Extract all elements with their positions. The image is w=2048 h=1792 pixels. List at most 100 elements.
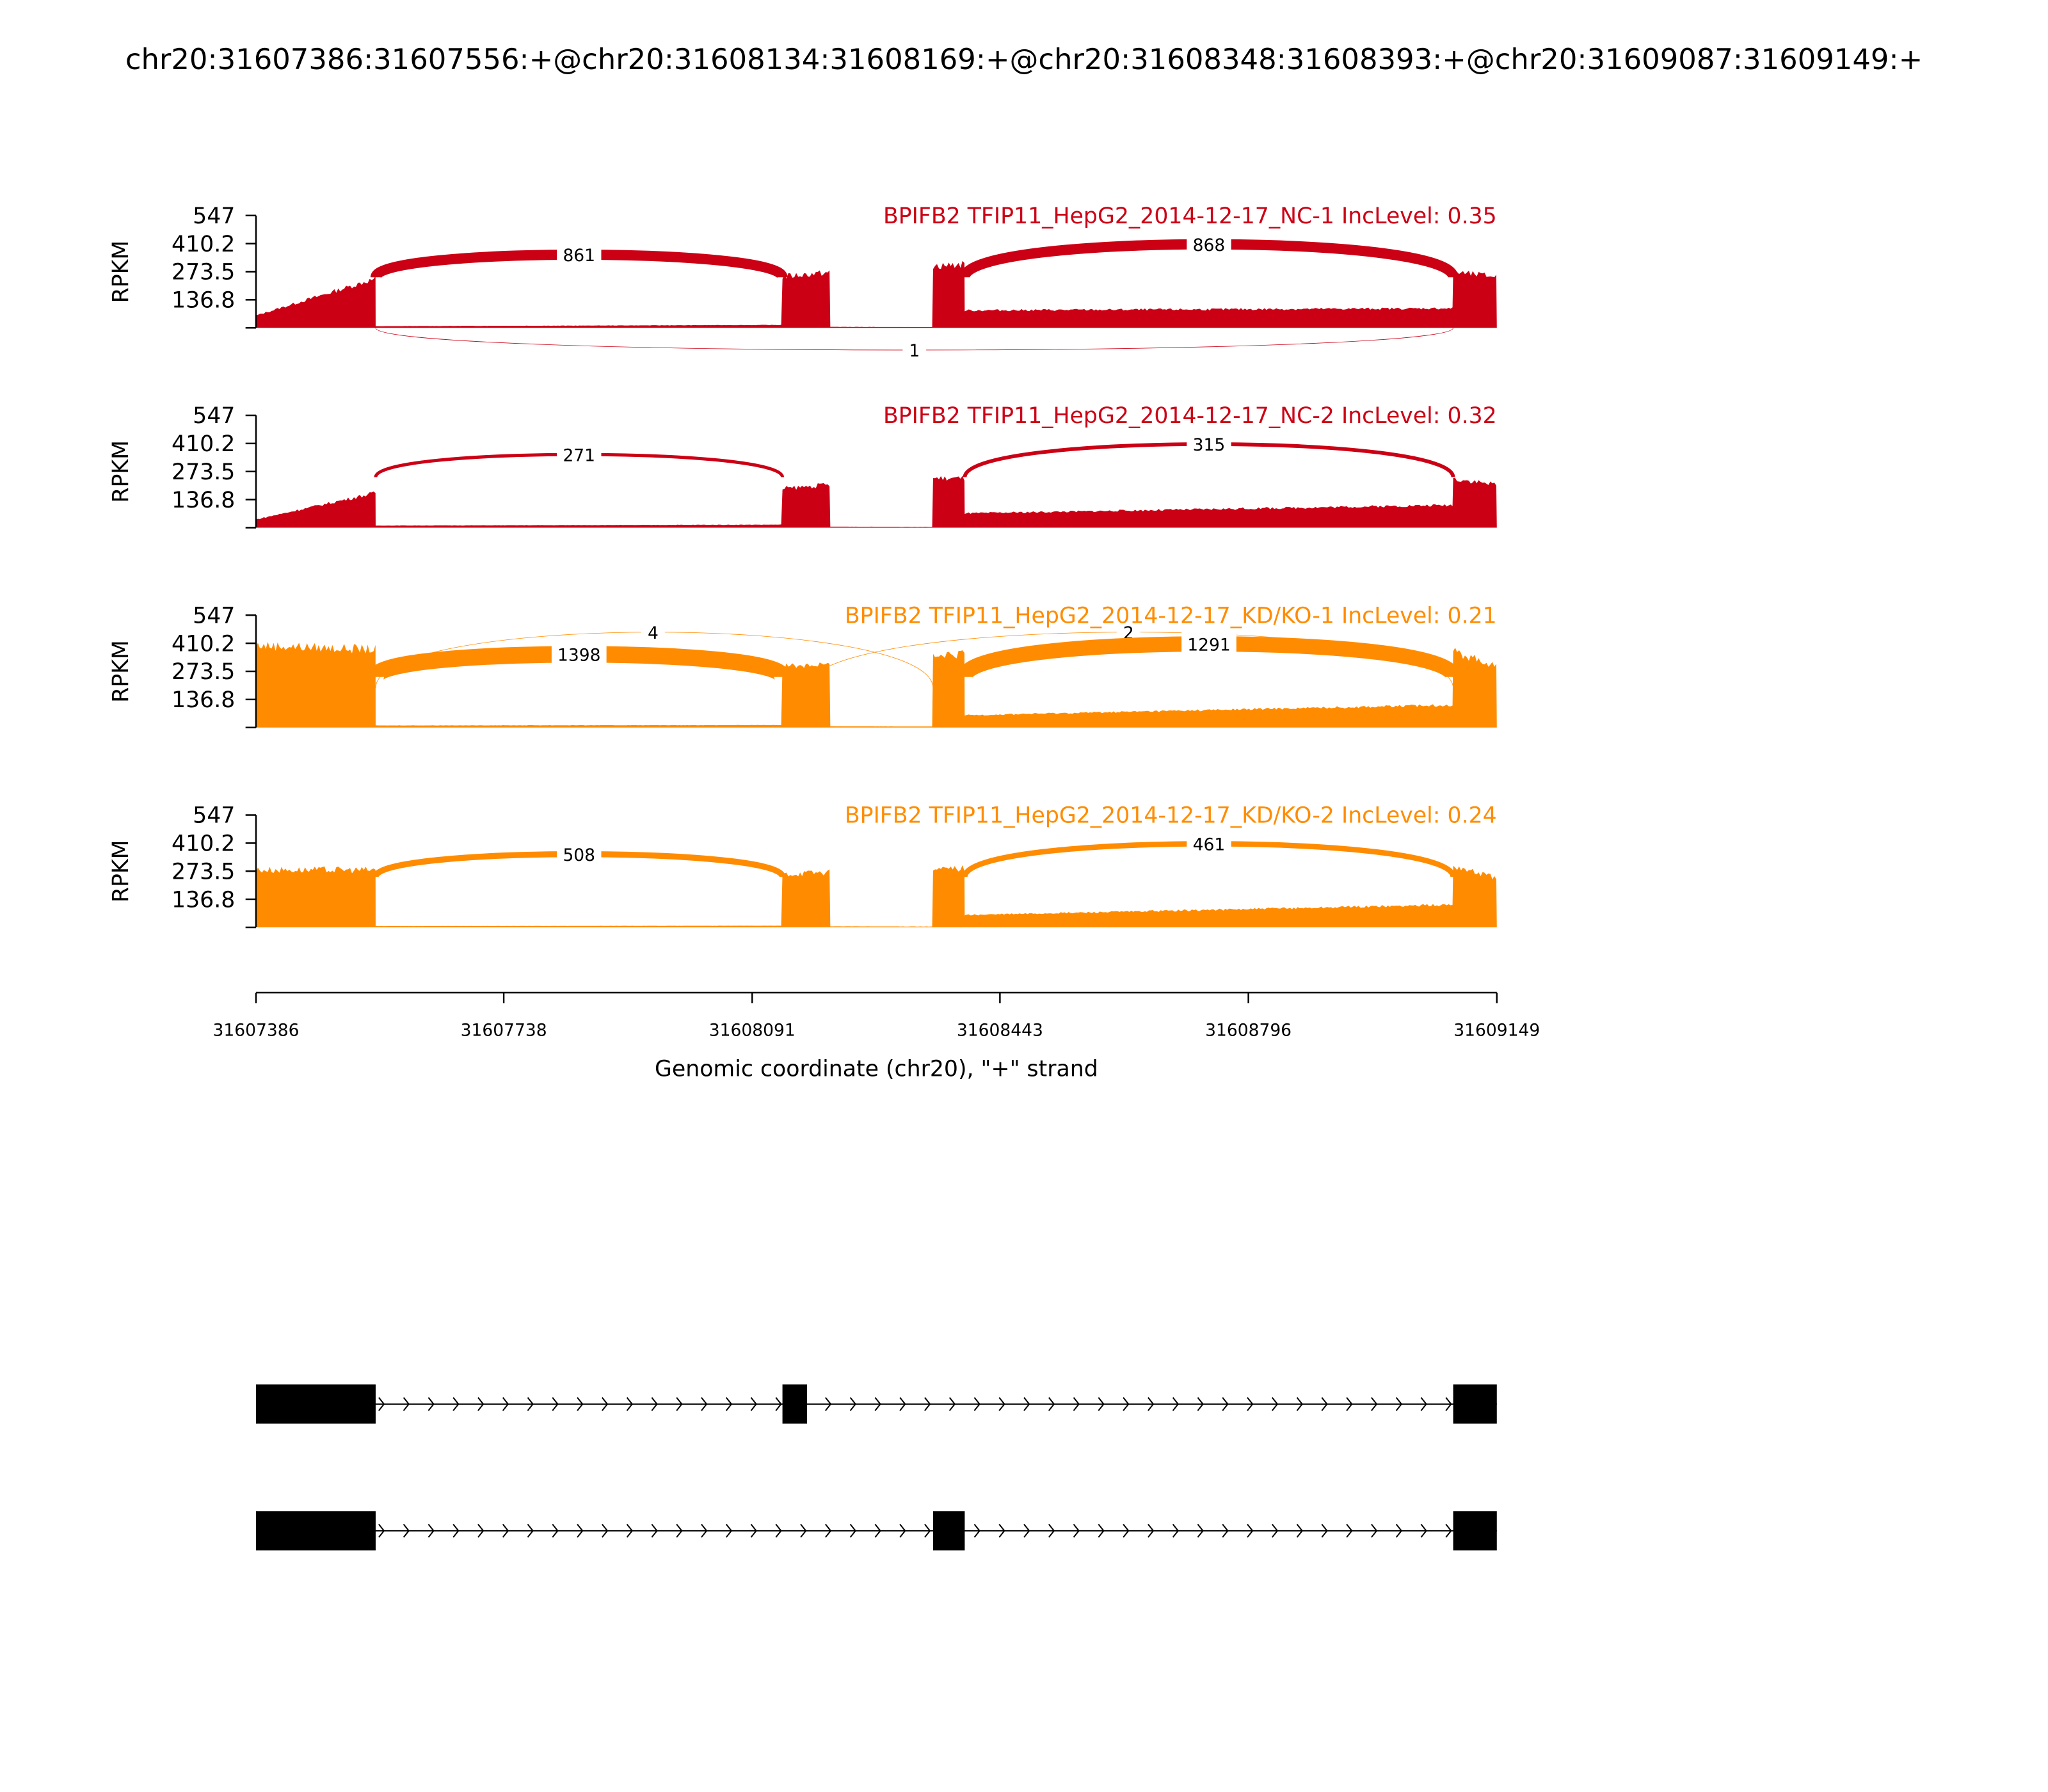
strand-arrow-icon (577, 1523, 584, 1538)
strand-arrow-icon (948, 1397, 956, 1411)
junction-count-label: 315 (1193, 435, 1226, 455)
strand-arrow-icon (1321, 1397, 1328, 1411)
strand-arrow-icon (1172, 1523, 1180, 1538)
y-tick-label: 273.5 (172, 460, 235, 485)
strand-arrow-icon (775, 1397, 782, 1411)
y-tick-label: 410.2 (172, 232, 235, 257)
strand-arrow-icon (1395, 1397, 1403, 1411)
y-tick-label: 547 (193, 603, 235, 628)
x-tick-label: 31608796 (1205, 1020, 1292, 1040)
junction-count-label: 461 (1193, 835, 1226, 855)
strand-arrow-icon (577, 1397, 584, 1411)
exon-block (1453, 1511, 1497, 1551)
strand-arrow-icon (452, 1523, 460, 1538)
strand-arrow-icon (1296, 1397, 1304, 1411)
strand-arrow-icon (602, 1523, 609, 1538)
strand-arrow-icon (725, 1523, 733, 1538)
strand-arrow-icon (1445, 1523, 1452, 1538)
strand-arrow-icon (1445, 1397, 1452, 1411)
strand-arrow-icon (998, 1397, 1005, 1411)
transcript (256, 1511, 1497, 1551)
strand-arrow-icon (1023, 1397, 1030, 1411)
coverage-area (256, 260, 1497, 328)
strand-arrow-icon (527, 1397, 534, 1411)
strand-arrow-icon (378, 1397, 385, 1411)
track-panel: 861 868 1 547 410.2 273.5 136.8 RPKM BPIFB2 TFIP… (108, 204, 1497, 362)
junction-label-box (1187, 832, 1231, 856)
y-axis-label: RPKM (108, 241, 134, 303)
strand-arrow-icon (1023, 1523, 1030, 1538)
strand-arrow-icon (477, 1397, 484, 1411)
exon-block (1453, 1384, 1497, 1424)
junction-label-box (557, 442, 602, 467)
strand-arrow-icon (626, 1523, 634, 1538)
y-tick-label: 273.5 (172, 260, 235, 285)
strand-arrow-icon (924, 1523, 931, 1538)
strand-arrow-icon (1048, 1523, 1055, 1538)
strand-arrow-icon (973, 1523, 980, 1538)
strand-arrow-icon (1247, 1523, 1254, 1538)
y-axis-label: RPKM (108, 840, 134, 902)
y-tick-label: 547 (193, 204, 235, 229)
strand-arrow-icon (1420, 1397, 1427, 1411)
y-tick-label: 136.8 (172, 288, 235, 314)
strand-arrow-icon (874, 1523, 881, 1538)
y-tick-label: 547 (193, 803, 235, 829)
strand-arrow-icon (477, 1523, 484, 1538)
strand-arrow-icon (502, 1397, 509, 1411)
transcript (256, 1384, 1497, 1424)
strand-arrow-icon (824, 1397, 832, 1411)
strand-arrow-icon (849, 1523, 857, 1538)
strand-arrow-icon (1346, 1523, 1353, 1538)
strand-arrow-icon (602, 1397, 609, 1411)
strand-arrow-icon (1371, 1397, 1378, 1411)
junction-label-box (641, 620, 665, 644)
x-tick-label: 31609149 (1453, 1020, 1540, 1040)
strand-arrow-icon (1271, 1523, 1279, 1538)
strand-arrow-icon (1197, 1523, 1204, 1538)
strand-arrow-icon (874, 1397, 881, 1411)
junction-label-box (557, 842, 602, 867)
strand-arrow-icon (1321, 1523, 1328, 1538)
strand-arrow-icon (1222, 1397, 1229, 1411)
strand-arrow-icon (651, 1397, 658, 1411)
strand-arrow-icon (403, 1397, 410, 1411)
strand-arrow-icon (973, 1397, 980, 1411)
x-tick-label: 31607386 (213, 1020, 300, 1040)
strand-arrow-icon (452, 1397, 460, 1411)
junction-count-label: 1291 (1187, 635, 1230, 655)
strand-arrow-icon (378, 1523, 385, 1538)
strand-arrow-icon (552, 1397, 559, 1411)
x-tick-label: 31607738 (461, 1020, 547, 1040)
strand-arrow-icon (651, 1523, 658, 1538)
strand-arrow-icon (403, 1523, 410, 1538)
track-title: BPIFB2 TFIP11_HepG2_2014-12-17_KD/KO-2 I… (845, 803, 1497, 829)
strand-arrow-icon (775, 1523, 782, 1538)
coverage-area (256, 476, 1497, 528)
strand-arrow-icon (676, 1523, 683, 1538)
junction-label-box (557, 243, 602, 267)
strand-arrow-icon (502, 1523, 509, 1538)
junction-label-box (902, 338, 927, 362)
x-tick-label: 31608091 (709, 1020, 796, 1040)
strand-arrow-icon (626, 1397, 634, 1411)
strand-arrow-icon (552, 1523, 559, 1538)
strand-arrow-icon (428, 1397, 435, 1411)
strand-arrow-icon (701, 1397, 708, 1411)
strand-arrow-icon (1371, 1523, 1378, 1538)
junction-count-label: 271 (563, 445, 595, 465)
track-title: BPIFB2 TFIP11_HepG2_2014-12-17_KD/KO-1 I… (845, 603, 1497, 628)
strand-arrow-icon (1123, 1397, 1130, 1411)
strand-arrow-icon (701, 1523, 708, 1538)
strand-arrow-icon (1296, 1523, 1304, 1538)
y-tick-label: 547 (193, 403, 235, 429)
coverage-area (256, 642, 1497, 728)
strand-arrow-icon (1197, 1397, 1204, 1411)
strand-arrow-icon (998, 1523, 1005, 1538)
exon-block (256, 1511, 376, 1551)
junction-count-label: 1 (909, 341, 920, 361)
x-axis-label: Genomic coordinate (chr20), "+" strand (655, 1057, 1098, 1082)
